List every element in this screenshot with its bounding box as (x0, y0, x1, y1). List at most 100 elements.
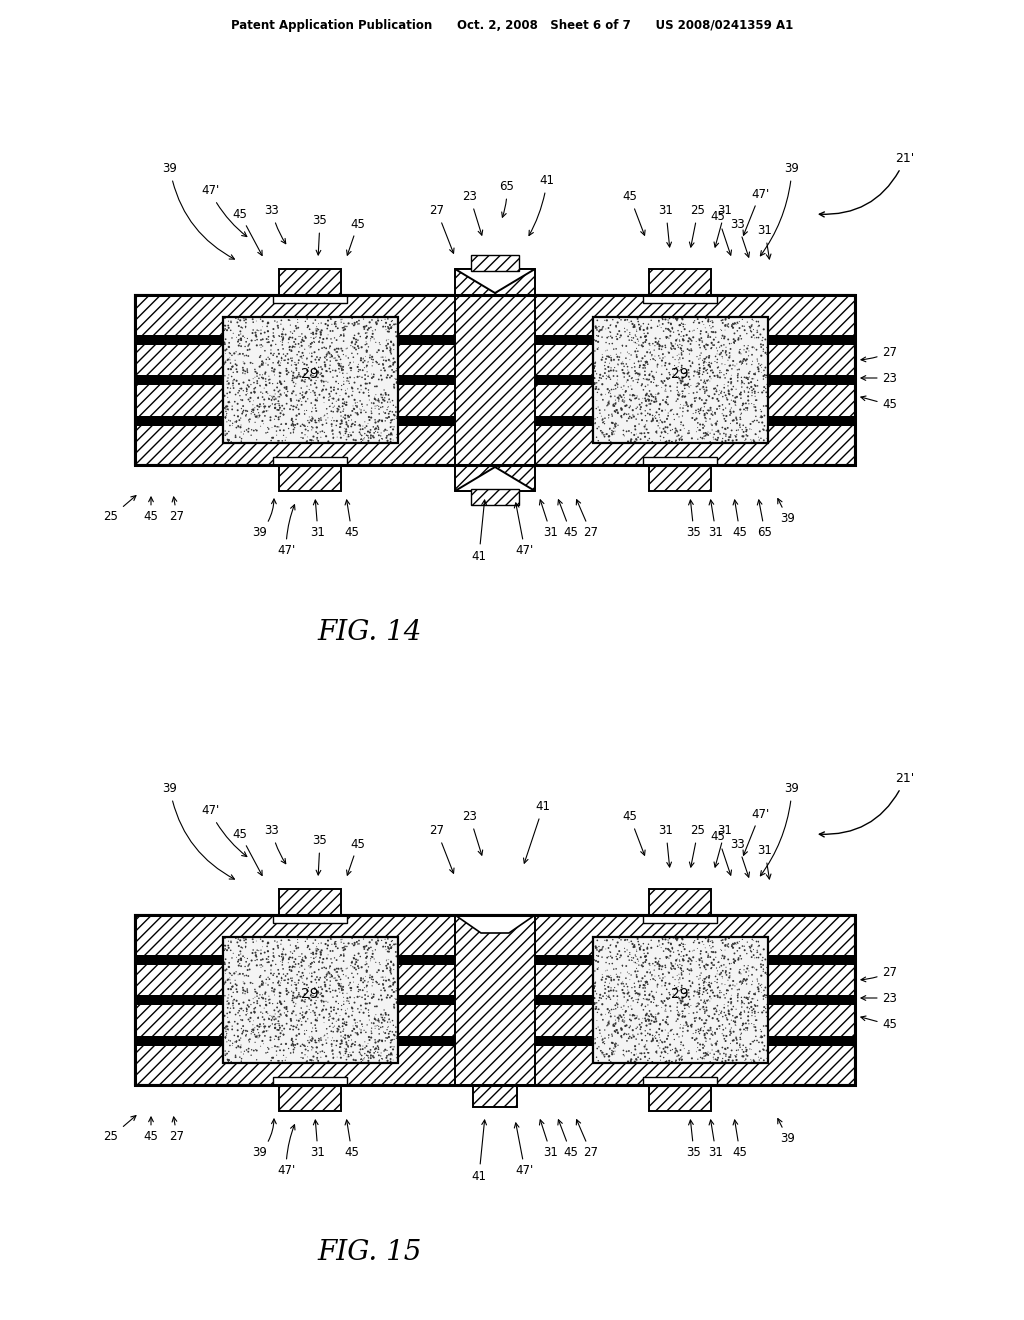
Point (340, 428, 356, 449)
Point (222, 350, 239, 371)
Point (358, 425, 375, 446)
Point (653, 942, 670, 964)
Point (326, 1007, 342, 1028)
Point (263, 355, 280, 376)
Point (245, 400, 261, 421)
Point (606, 952, 623, 973)
Point (650, 312, 667, 333)
Point (694, 378, 711, 399)
Point (654, 969, 671, 990)
Point (700, 977, 717, 998)
Point (335, 1012, 351, 1034)
Point (382, 356, 398, 378)
Point (682, 326, 698, 347)
Point (286, 421, 302, 442)
Point (688, 376, 705, 397)
Point (287, 370, 303, 391)
Point (369, 1026, 385, 1047)
Point (617, 1045, 634, 1067)
Point (379, 956, 395, 977)
Point (637, 1030, 653, 1051)
Point (372, 1030, 388, 1051)
Point (367, 308, 383, 329)
Point (301, 335, 317, 356)
Point (351, 931, 368, 952)
Point (740, 956, 757, 977)
Point (729, 991, 745, 1012)
Point (741, 986, 758, 1007)
Point (705, 425, 721, 446)
Point (748, 1016, 764, 1038)
Point (663, 346, 679, 367)
Point (722, 397, 738, 418)
Point (673, 946, 689, 968)
Point (253, 1031, 269, 1052)
Point (247, 1032, 263, 1053)
Point (283, 314, 299, 335)
Point (710, 348, 726, 370)
Point (668, 1019, 684, 1040)
Point (352, 360, 369, 381)
Point (748, 360, 764, 381)
Point (228, 1019, 245, 1040)
Point (285, 977, 301, 998)
Point (615, 424, 632, 445)
Point (759, 1006, 775, 1027)
Point (349, 346, 366, 367)
Point (602, 1043, 618, 1064)
Point (697, 1027, 714, 1048)
Point (609, 1049, 626, 1071)
Point (337, 407, 353, 428)
Point (303, 953, 319, 974)
Point (296, 330, 312, 351)
Point (667, 372, 683, 393)
Point (745, 933, 762, 954)
Point (240, 407, 256, 428)
Point (286, 358, 302, 379)
Point (606, 986, 623, 1007)
Point (705, 375, 721, 396)
Point (643, 352, 659, 374)
Point (331, 993, 347, 1014)
Point (628, 953, 644, 974)
Point (645, 421, 662, 442)
Point (293, 965, 309, 986)
Point (349, 403, 366, 424)
Point (265, 1028, 282, 1049)
Point (617, 968, 634, 989)
Bar (223, 334, 398, 345)
Point (358, 942, 375, 964)
Point (275, 1010, 292, 1031)
Point (323, 315, 339, 337)
Point (713, 1043, 729, 1064)
Point (305, 948, 322, 969)
Point (299, 330, 315, 351)
Point (347, 430, 364, 451)
Point (303, 327, 319, 348)
Point (287, 374, 303, 395)
Point (615, 339, 632, 360)
Point (282, 941, 298, 962)
Point (231, 1031, 248, 1052)
Point (224, 1019, 241, 1040)
Point (383, 941, 399, 962)
Point (722, 407, 738, 428)
Point (592, 1026, 608, 1047)
Text: 27: 27 (861, 965, 897, 982)
Point (313, 940, 330, 961)
Point (259, 932, 275, 953)
Point (623, 990, 639, 1011)
Point (683, 363, 699, 384)
Point (591, 321, 607, 342)
Point (691, 975, 708, 997)
Point (698, 393, 715, 414)
Point (290, 375, 306, 396)
Point (674, 954, 690, 975)
Point (696, 999, 713, 1020)
Point (757, 416, 773, 437)
Point (382, 1036, 398, 1057)
Point (713, 964, 729, 985)
Point (281, 359, 297, 380)
Point (657, 1030, 674, 1051)
Point (303, 337, 319, 358)
